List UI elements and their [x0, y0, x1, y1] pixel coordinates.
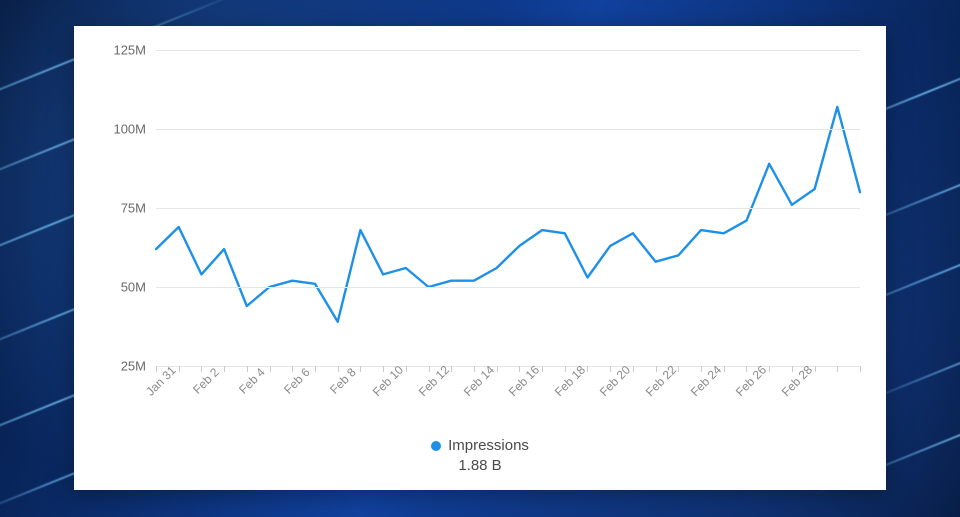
x-axis-label: Feb 22: [642, 363, 678, 399]
x-axis-label: Feb 26: [733, 363, 769, 399]
x-axis-label: Feb 8: [327, 365, 359, 397]
x-tick: [247, 366, 248, 372]
x-tick: [860, 366, 861, 372]
x-tick: [179, 366, 180, 372]
legend-row: Impressions: [74, 436, 886, 456]
y-axis-label: 125M: [113, 43, 146, 58]
x-tick: [429, 366, 430, 372]
x-axis-label: Feb 2: [191, 365, 223, 397]
y-axis-label: 50M: [121, 280, 146, 295]
x-tick: [815, 366, 816, 372]
x-tick: [497, 366, 498, 372]
x-axis-label: Feb 18: [552, 363, 588, 399]
x-axis-label: Feb 10: [370, 363, 406, 399]
x-tick: [610, 366, 611, 372]
legend-marker-icon: [431, 441, 441, 451]
x-axis-label: Feb 20: [597, 363, 633, 399]
x-tick: [678, 366, 679, 372]
x-tick: [565, 366, 566, 372]
y-axis-label: 25M: [121, 359, 146, 374]
x-tick: [224, 366, 225, 372]
legend-total-value: 1.88 B: [74, 456, 886, 476]
plot-area: 25M50M75M100M125MJan 31Feb 2Feb 4Feb 6Fe…: [156, 50, 860, 366]
x-tick: [656, 366, 657, 372]
x-tick: [406, 366, 407, 372]
x-tick: [701, 366, 702, 372]
x-tick: [792, 366, 793, 372]
x-tick: [542, 366, 543, 372]
legend: Impressions 1.88 B: [74, 436, 886, 477]
x-tick: [451, 366, 452, 372]
x-tick: [519, 366, 520, 372]
y-gridline: [156, 50, 860, 51]
x-tick: [769, 366, 770, 372]
x-tick: [474, 366, 475, 372]
x-tick: [270, 366, 271, 372]
x-tick: [633, 366, 634, 372]
line-series-svg: [156, 50, 456, 200]
x-tick: [338, 366, 339, 372]
x-tick: [746, 366, 747, 372]
x-tick: [156, 366, 157, 372]
x-axis-label: Jan 31: [143, 363, 178, 398]
y-axis-label: 100M: [113, 122, 146, 137]
y-gridline: [156, 208, 860, 209]
x-tick: [360, 366, 361, 372]
x-axis-label: Feb 12: [415, 363, 451, 399]
y-gridline: [156, 287, 860, 288]
x-tick: [315, 366, 316, 372]
x-axis-label: Feb 28: [779, 363, 815, 399]
y-axis-label: 75M: [121, 201, 146, 216]
y-gridline: [156, 129, 860, 130]
impressions-line: [156, 107, 860, 322]
legend-series-name: Impressions: [448, 437, 529, 454]
x-axis-label: Feb 24: [688, 363, 724, 399]
x-tick: [587, 366, 588, 372]
x-axis-label: Feb 6: [281, 365, 313, 397]
x-tick: [724, 366, 725, 372]
x-axis-label: Feb 16: [506, 363, 542, 399]
x-tick: [292, 366, 293, 372]
x-tick: [383, 366, 384, 372]
x-axis-label: Feb 4: [236, 365, 268, 397]
chart-card: 25M 50M 75M 100M 125M Jan 31 Feb 2 Feb 4 Feb 6 Fe…: [74, 26, 886, 490]
x-tick: [837, 366, 838, 372]
x-tick: [201, 366, 202, 372]
x-axis-label: Feb 14: [461, 363, 497, 399]
